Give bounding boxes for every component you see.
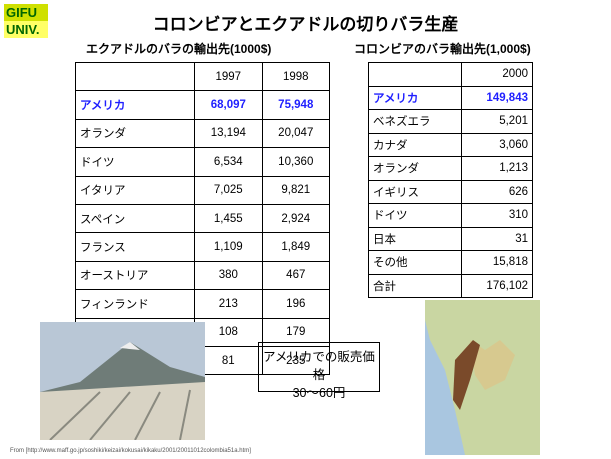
table-row: イタリア 7,025 9,821 [74,175,331,205]
table-cell: 149,843 [461,85,533,110]
table-cell: イギリス [367,179,463,204]
table-row: ベネズエラ 5,201 [367,109,533,134]
table-row: オーストリア 380 467 [74,260,331,291]
table-cell: 1,213 [461,156,533,181]
header-cell: 1997 [194,61,263,92]
table-cell: 81 [194,345,263,376]
table-cell: 235 [261,345,331,376]
table-row: カナダ 3,060 [367,132,533,157]
price-box: アメリカでの販売価格 30〜60円 [258,342,380,400]
table-row: 合計 176,102 [367,273,533,298]
table-cell: イタリア [74,175,196,205]
logo-line: GIFU [4,4,48,21]
table-cell: 日本 [367,226,463,251]
table-cell: 合計 [367,273,463,298]
table-row: 日本 31 [367,226,533,251]
header-cell: 1998 [261,61,331,92]
table-cell: 626 [461,179,533,204]
header-cell [367,62,463,87]
table-cell: オランダ [367,156,463,181]
table-cell: アメリカ [74,90,196,120]
greenhouse-photo [40,322,205,440]
price-range: 30〜60円 [292,386,346,400]
header-row: 1997 1998 [74,61,331,92]
table-row: ドイツ 6,534 10,360 [74,147,331,177]
table-cell: フランス [74,232,196,262]
table-title: エクアドルのバラの輸出先(1000$) [86,42,272,56]
logo-line: UNIV. [4,21,48,38]
table-cell: 176,102 [461,273,533,298]
table-cell: 467 [261,260,331,291]
table-cell: カナダ [367,132,463,157]
slide-title: コロンビアとエクアドルの切りバラ生産 [152,15,459,34]
table-cell: 20,047 [261,118,331,149]
table-cell: 213 [194,289,263,319]
table-cell: スペイン [74,203,196,234]
table-cell: 3,060 [461,132,533,157]
table-cell: ベネズエラ [367,109,463,134]
table-cell: その他 [367,250,463,275]
table-row: オランダ 13,194 20,047 [74,118,331,149]
table-cell: フィンランド [74,289,196,319]
table-cell: 75,948 [261,90,331,120]
map-image [425,300,540,455]
table-cell: 196 [261,289,331,319]
table-cell: オーストリア [74,260,196,291]
table-cell: 15,818 [461,250,533,275]
price-label: アメリカでの販売価格 [263,350,375,382]
table-row: イギリス 626 [367,179,533,204]
logo: GIFU UNIV. [4,4,48,38]
table-row: フランス 1,109 1,849 [74,232,331,262]
table-row: スペイン 1,455 2,924 [74,203,331,234]
table-cell: 9,821 [261,175,331,205]
table-cell: 1,849 [261,232,331,262]
table-cell: オランダ [74,118,196,149]
table-cell: ドイツ [74,147,196,177]
table-cell: 310 [461,203,533,228]
table-cell: アメリカ [367,85,463,110]
table-cell: 5,201 [461,109,533,134]
table-cell: 380 [194,260,263,291]
table-cell: 1,109 [194,232,263,262]
header-cell [74,61,196,92]
table-cell: 10,360 [261,147,331,177]
table-row: フィンランド 213 196 [74,289,331,319]
table-cell: 31 [461,226,533,251]
table-cell: 13,194 [194,118,263,149]
table-row: オランダ 1,213 [367,156,533,181]
header-cell: 2000 [461,62,533,87]
source-note: From [http://www.maff.go.jp/soshiki/keiz… [10,448,251,454]
table-title: コロンビアのバラ輸出先(1,000$) [354,42,531,56]
table-cell: ドイツ [367,203,463,228]
table-cell: 68,097 [194,90,263,120]
colombia-table: 2000 アメリカ 149,843 ベネズエラ 5,201 カナダ 3,060 オランダ 1,2… [367,62,533,298]
table-cell: 6,534 [194,147,263,177]
table-cell: 7,025 [194,175,263,205]
table-row: その他 15,818 [367,250,533,275]
table-cell: 2,924 [261,203,331,234]
table-row: ドイツ 310 [367,203,533,228]
table-row: アメリカ 68,097 75,948 [74,90,331,120]
ecuador-table: 1997 1998 アメリカ 68,097 75,948 オランダ 13,194 20,047… [74,61,331,376]
table-cell: 1,455 [194,203,263,234]
header-row: 2000 [367,62,533,87]
table-row: アメリカ 149,843 [367,85,533,110]
